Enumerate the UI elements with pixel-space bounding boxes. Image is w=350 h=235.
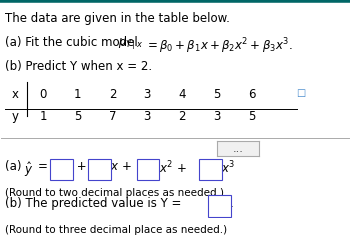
Text: 2: 2 — [109, 88, 116, 101]
Text: 2: 2 — [178, 110, 186, 123]
FancyBboxPatch shape — [208, 196, 231, 217]
FancyBboxPatch shape — [88, 159, 111, 180]
Text: (a) Fit the cubic model: (a) Fit the cubic model — [5, 36, 141, 49]
Text: (b) Predict Y when x = 2.: (b) Predict Y when x = 2. — [5, 60, 152, 73]
Text: 4: 4 — [178, 88, 186, 101]
Text: 0: 0 — [39, 88, 47, 101]
Text: □: □ — [296, 88, 306, 98]
Text: (Round to three decimal place as needed.): (Round to three decimal place as needed.… — [5, 225, 227, 235]
Text: 7: 7 — [109, 110, 116, 123]
Text: .: . — [230, 196, 233, 210]
Text: 3: 3 — [144, 88, 151, 101]
Text: +: + — [72, 160, 90, 173]
Text: $x^2$ +: $x^2$ + — [159, 160, 188, 176]
Text: (Round to two decimal places as needed.): (Round to two decimal places as needed.) — [5, 188, 224, 198]
Text: =: = — [38, 160, 51, 173]
Text: The data are given in the table below.: The data are given in the table below. — [5, 12, 230, 25]
Text: $= \beta_0 + \beta_1 x + \beta_2 x^2 + \beta_3 x^3$.: $= \beta_0 + \beta_1 x + \beta_2 x^2 + \… — [146, 36, 293, 56]
Text: 1: 1 — [39, 110, 47, 123]
Text: y: y — [12, 110, 19, 123]
Text: $\hat{y}$: $\hat{y}$ — [24, 160, 33, 179]
Text: $x$ +: $x$ + — [110, 160, 133, 173]
FancyBboxPatch shape — [50, 159, 72, 180]
Text: (a): (a) — [5, 160, 25, 173]
Text: 5: 5 — [213, 88, 220, 101]
Text: $\mu_{Y\,|\,x}$: $\mu_{Y\,|\,x}$ — [118, 36, 143, 51]
Text: 6: 6 — [248, 88, 255, 101]
Text: x: x — [12, 88, 19, 101]
Text: ...: ... — [232, 144, 244, 154]
Text: (b) The predicted value is Y =: (b) The predicted value is Y = — [5, 196, 185, 210]
Text: 5: 5 — [74, 110, 82, 123]
FancyBboxPatch shape — [137, 159, 159, 180]
Text: 3: 3 — [144, 110, 151, 123]
Text: 5: 5 — [248, 110, 255, 123]
Text: 3: 3 — [213, 110, 220, 123]
FancyBboxPatch shape — [199, 159, 222, 180]
Text: $x^3$: $x^3$ — [221, 160, 236, 176]
Text: 1: 1 — [74, 88, 82, 101]
